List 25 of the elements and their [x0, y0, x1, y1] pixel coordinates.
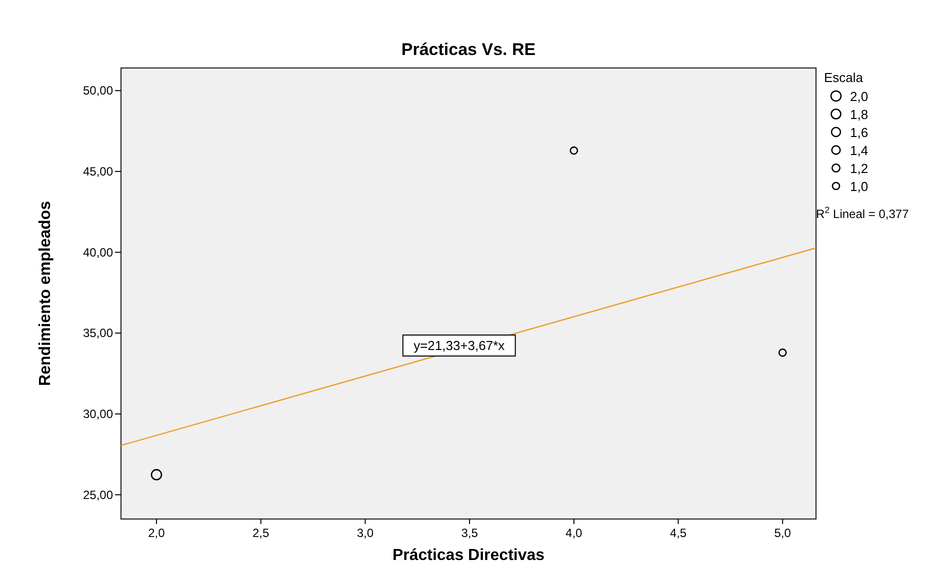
legend-label: 2,0 — [850, 89, 868, 104]
y-axis-title: Rendimiento empleados — [37, 200, 54, 386]
y-tick-label: 40,00 — [82, 245, 114, 260]
legend-label: 1,8 — [850, 107, 868, 122]
x-tick-label: 3,0 — [356, 526, 374, 540]
legend-label: 1,6 — [850, 125, 868, 140]
y-tick-label: 35,00 — [82, 326, 114, 340]
x-tick-label: 4,5 — [670, 526, 687, 540]
x-tick-label: 4,0 — [566, 526, 583, 540]
annotation: y=21,33+3,67*x — [414, 338, 506, 354]
x-tick-label: 2,0 — [148, 526, 166, 540]
chart-title: Prácticas Vs. RE — [401, 40, 536, 59]
x-tick-label: 5,0 — [774, 526, 792, 540]
x-axis-title: Prácticas Directivas — [392, 547, 545, 564]
legend-label: 1,2 — [850, 161, 868, 176]
y-tick-label: 45,00 — [82, 164, 114, 178]
legend-title: Escala — [824, 70, 864, 85]
y-tick-label: 50,00 — [82, 84, 114, 98]
text: R$^{2}$ Lineal = 0,377 — [816, 205, 910, 221]
x-tick-label: 3,5 — [461, 526, 478, 540]
legend-label: 1,0 — [850, 179, 868, 194]
y-tick-label: 30,00 — [82, 406, 114, 421]
x-tick-label: 2,5 — [252, 526, 270, 540]
y-tick-label: 25,00 — [82, 488, 114, 502]
legend-label: 1,4 — [850, 143, 868, 158]
